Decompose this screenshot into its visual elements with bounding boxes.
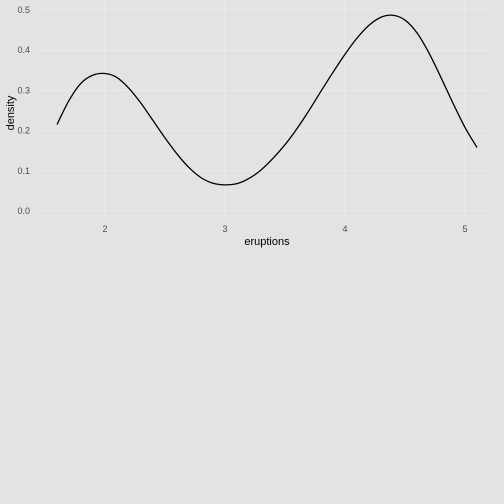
x-tick-label: 5 (462, 224, 467, 234)
x-tick-label: 2 (102, 224, 107, 234)
y-tick-label: 0.4 (17, 45, 30, 55)
y-axis-title: density (5, 95, 17, 130)
y-tick-label: 0.0 (17, 206, 30, 216)
y-tick-label: 0.3 (17, 85, 30, 95)
x-axis-title: eruptions (244, 236, 290, 248)
y-axis-ticks: 0.0 0.1 0.2 0.3 0.4 0.5 (17, 5, 30, 216)
y-tick-label: 0.1 (17, 166, 30, 176)
x-tick-label: 3 (222, 224, 227, 234)
y-tick-label: 0.5 (17, 5, 30, 15)
density-line (56, 14, 478, 186)
y-tick-label: 0.2 (17, 126, 30, 136)
grid-lines (38, 0, 490, 220)
x-tick-label: 4 (342, 224, 347, 234)
density-line-group (56, 14, 478, 186)
x-axis-ticks: 2 3 4 5 (102, 224, 467, 234)
